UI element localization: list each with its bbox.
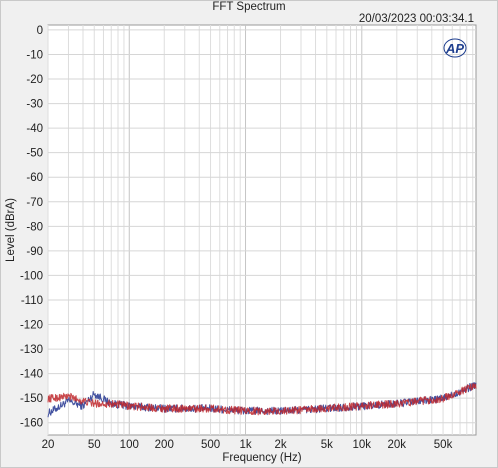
y-tick-label: -130 [20, 344, 43, 356]
ap-logo: AP [443, 38, 467, 58]
y-tick-label: -80 [26, 221, 43, 233]
chart-timestamp: 20/03/2023 00:03:34.1 [358, 13, 474, 25]
x-tick-label: 50 [88, 439, 101, 451]
x-tick-label: 5k [321, 439, 333, 451]
y-tick-label: -90 [26, 246, 43, 258]
y-tick-label: -120 [20, 320, 43, 332]
chart-title: FFT Spectrum [212, 1, 286, 13]
y-tick-labels: 0 -10 -20 -30 -40 -50 -60 -70 -80 -90 -100 -110 -120… [20, 25, 43, 430]
x-tick-label: 2k [274, 439, 286, 451]
x-tick-label: 500 [201, 439, 220, 451]
y-tick-label: -150 [20, 393, 43, 405]
y-tick-label: -40 [26, 123, 43, 135]
x-tick-label: 200 [155, 439, 174, 451]
y-tick-label: -160 [20, 418, 43, 430]
x-tick-label: 100 [120, 439, 139, 451]
y-tick-label: -30 [26, 99, 43, 111]
ap-logo-text: AP [445, 41, 464, 56]
x-tick-label: 20 [42, 439, 55, 451]
x-tick-label: 10k [353, 439, 372, 451]
y-tick-label: 0 [37, 25, 43, 37]
y-axis-label: Level (dBrA) [5, 198, 17, 262]
y-tick-label: -100 [20, 270, 43, 282]
x-tick-labels: 20 50 100 200 500 1k 2k 5k 10k 20k 50k [42, 439, 453, 451]
y-tick-label: -70 [26, 197, 43, 209]
series-line [47, 383, 477, 416]
x-tick-label: 20k [388, 439, 407, 451]
y-tick-label: -140 [20, 369, 43, 381]
y-tick-label: -50 [26, 148, 43, 160]
x-tick-label: 50k [434, 439, 453, 451]
grid [47, 25, 476, 435]
y-tick-label: -10 [26, 49, 43, 61]
series-group [47, 382, 477, 418]
y-tick-label: -20 [26, 74, 43, 86]
x-axis-label: Frequency (Hz) [222, 452, 301, 464]
y-tick-label: -110 [21, 295, 43, 307]
y-tick-label: -60 [26, 172, 43, 184]
plot-area [47, 24, 477, 436]
x-tick-label: 1k [239, 439, 251, 451]
